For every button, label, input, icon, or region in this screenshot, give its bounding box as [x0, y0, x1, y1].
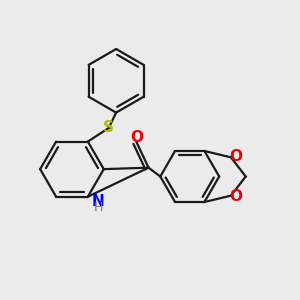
Text: O: O	[229, 189, 242, 204]
Text: O: O	[229, 149, 242, 164]
Text: S: S	[103, 120, 114, 135]
Text: N: N	[92, 194, 105, 208]
Text: O: O	[130, 130, 143, 145]
Text: H: H	[94, 201, 103, 214]
